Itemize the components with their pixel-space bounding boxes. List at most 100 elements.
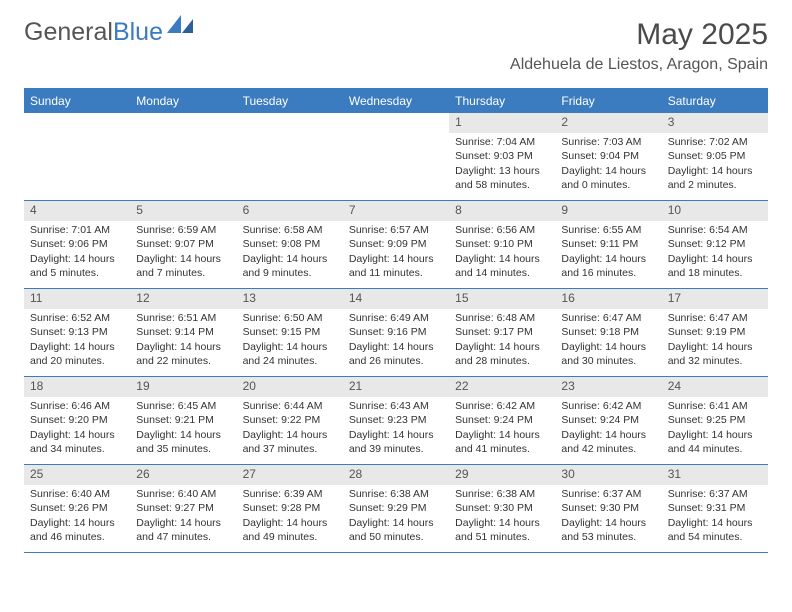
daylight-text: Daylight: 14 hours and 46 minutes.: [30, 517, 124, 544]
day-content: Sunrise: 6:48 AMSunset: 9:17 PMDaylight:…: [449, 312, 555, 374]
calendar-cell: 18Sunrise: 6:46 AMSunset: 9:20 PMDayligh…: [24, 377, 130, 465]
day-content: Sunrise: 6:56 AMSunset: 9:10 PMDaylight:…: [449, 224, 555, 286]
calendar-cell: 20Sunrise: 6:44 AMSunset: 9:22 PMDayligh…: [237, 377, 343, 465]
calendar-cell: 3Sunrise: 7:02 AMSunset: 9:05 PMDaylight…: [662, 113, 768, 201]
calendar-cell-empty: [130, 113, 236, 201]
sunrise-text: Sunrise: 6:52 AM: [30, 312, 124, 326]
day-content: Sunrise: 6:42 AMSunset: 9:24 PMDaylight:…: [555, 400, 661, 462]
sunrise-text: Sunrise: 6:55 AM: [561, 224, 655, 238]
calendar-cell: 4Sunrise: 7:01 AMSunset: 9:06 PMDaylight…: [24, 201, 130, 289]
logo-text-general: General: [24, 18, 113, 46]
day-content: Sunrise: 6:42 AMSunset: 9:24 PMDaylight:…: [449, 400, 555, 462]
month-title: May 2025: [510, 18, 768, 52]
sunset-text: Sunset: 9:24 PM: [561, 414, 655, 428]
day-number: 3: [662, 113, 768, 133]
day-content: Sunrise: 7:03 AMSunset: 9:04 PMDaylight:…: [555, 136, 661, 198]
daylight-text: Daylight: 14 hours and 22 minutes.: [136, 341, 230, 368]
day-content: Sunrise: 6:55 AMSunset: 9:11 PMDaylight:…: [555, 224, 661, 286]
day-number: 26: [130, 465, 236, 485]
day-content: Sunrise: 6:50 AMSunset: 9:15 PMDaylight:…: [237, 312, 343, 374]
day-number: 4: [24, 201, 130, 221]
day-number: 1: [449, 113, 555, 133]
calendar-cell: 5Sunrise: 6:59 AMSunset: 9:07 PMDaylight…: [130, 201, 236, 289]
day-number: 17: [662, 289, 768, 309]
sunset-text: Sunset: 9:14 PM: [136, 326, 230, 340]
day-number: 31: [662, 465, 768, 485]
daylight-text: Daylight: 14 hours and 51 minutes.: [455, 517, 549, 544]
daylight-text: Daylight: 14 hours and 42 minutes.: [561, 429, 655, 456]
daylight-text: Daylight: 14 hours and 50 minutes.: [349, 517, 443, 544]
daylight-text: Daylight: 14 hours and 24 minutes.: [243, 341, 337, 368]
day-content: Sunrise: 6:39 AMSunset: 9:28 PMDaylight:…: [237, 488, 343, 550]
calendar-cell: 8Sunrise: 6:56 AMSunset: 9:10 PMDaylight…: [449, 201, 555, 289]
day-content: Sunrise: 6:38 AMSunset: 9:30 PMDaylight:…: [449, 488, 555, 550]
sunrise-text: Sunrise: 6:57 AM: [349, 224, 443, 238]
sunset-text: Sunset: 9:22 PM: [243, 414, 337, 428]
sunrise-text: Sunrise: 6:47 AM: [561, 312, 655, 326]
calendar-cell: 26 Sunrise: 6:40 AMSunset: 9:27 PMDayligh…: [130, 465, 236, 553]
day-content: Sunrise: 6:37 AMSunset: 9:31 PMDaylight:…: [662, 488, 768, 550]
day-content: Sunrise: 6:40 AMSunset: 9:26 PMDaylight:…: [24, 488, 130, 550]
daylight-text: Daylight: 14 hours and 20 minutes.: [30, 341, 124, 368]
day-number: 11: [24, 289, 130, 309]
sunrise-text: Sunrise: 6:41 AM: [668, 400, 762, 414]
sunset-text: Sunset: 9:17 PM: [455, 326, 549, 340]
sunset-text: Sunset: 9:18 PM: [561, 326, 655, 340]
sunset-text: Sunset: 9:07 PM: [136, 238, 230, 252]
calendar-cell: 9Sunrise: 6:55 AMSunset: 9:11 PMDaylight…: [555, 201, 661, 289]
sunrise-text: Sunrise: 6:40 AM: [136, 488, 230, 502]
daylight-text: Daylight: 14 hours and 11 minutes.: [349, 253, 443, 280]
daylight-text: Daylight: 14 hours and 26 minutes.: [349, 341, 443, 368]
sunset-text: Sunset: 9:27 PM: [136, 502, 230, 516]
calendar-cell: 14Sunrise: 6:49 AMSunset: 9:16 PMDayligh…: [343, 289, 449, 377]
daylight-text: Daylight: 14 hours and 35 minutes.: [136, 429, 230, 456]
sunset-text: Sunset: 9:16 PM: [349, 326, 443, 340]
calendar-header-row: SundayMondayTuesdayWednesdayThursdayFrid…: [24, 89, 768, 113]
sunset-text: Sunset: 9:26 PM: [30, 502, 124, 516]
sunset-text: Sunset: 9:20 PM: [30, 414, 124, 428]
daylight-text: Daylight: 14 hours and 30 minutes.: [561, 341, 655, 368]
calendar-cell: 1Sunrise: 7:04 AMSunset: 9:03 PMDaylight…: [449, 113, 555, 201]
daylight-text: Daylight: 14 hours and 54 minutes.: [668, 517, 762, 544]
day-number: 7: [343, 201, 449, 221]
day-content: Sunrise: 6:51 AMSunset: 9:14 PMDaylight:…: [130, 312, 236, 374]
day-content: Sunrise: 6:47 AMSunset: 9:18 PMDaylight:…: [555, 312, 661, 374]
weekday-header: Monday: [130, 89, 236, 113]
weekday-header: Saturday: [662, 89, 768, 113]
calendar-cell: 30Sunrise: 6:37 AMSunset: 9:30 PMDayligh…: [555, 465, 661, 553]
daylight-text: Daylight: 14 hours and 16 minutes.: [561, 253, 655, 280]
daylight-text: Daylight: 14 hours and 32 minutes.: [668, 341, 762, 368]
calendar-body: 1Sunrise: 7:04 AMSunset: 9:03 PMDaylight…: [24, 113, 768, 553]
sunrise-text: Sunrise: 6:48 AM: [455, 312, 549, 326]
calendar-cell: 24Sunrise: 6:41 AMSunset: 9:25 PMDayligh…: [662, 377, 768, 465]
sunset-text: Sunset: 9:19 PM: [668, 326, 762, 340]
day-content: Sunrise: 6:46 AMSunset: 9:20 PMDaylight:…: [24, 400, 130, 462]
sunrise-text: Sunrise: 6:51 AM: [136, 312, 230, 326]
sunrise-text: Sunrise: 7:02 AM: [668, 136, 762, 150]
sunrise-text: Sunrise: 6:42 AM: [455, 400, 549, 414]
day-number: 19: [130, 377, 236, 397]
daylight-text: Daylight: 14 hours and 7 minutes.: [136, 253, 230, 280]
daylight-text: Daylight: 14 hours and 2 minutes.: [668, 165, 762, 192]
sunset-text: Sunset: 9:13 PM: [30, 326, 124, 340]
sunset-text: Sunset: 9:12 PM: [668, 238, 762, 252]
calendar-cell-empty: [237, 113, 343, 201]
daylight-text: Daylight: 14 hours and 9 minutes.: [243, 253, 337, 280]
sunset-text: Sunset: 9:25 PM: [668, 414, 762, 428]
daylight-text: Daylight: 14 hours and 18 minutes.: [668, 253, 762, 280]
daylight-text: Daylight: 14 hours and 44 minutes.: [668, 429, 762, 456]
sunset-text: Sunset: 9:31 PM: [668, 502, 762, 516]
day-content: Sunrise: 6:57 AMSunset: 9:09 PMDaylight:…: [343, 224, 449, 286]
day-number: 14: [343, 289, 449, 309]
day-number: 10: [662, 201, 768, 221]
sunrise-text: Sunrise: 6:46 AM: [30, 400, 124, 414]
day-number: 20: [237, 377, 343, 397]
day-number: 23: [555, 377, 661, 397]
sunset-text: Sunset: 9:24 PM: [455, 414, 549, 428]
daylight-text: Daylight: 14 hours and 47 minutes.: [136, 517, 230, 544]
weekday-header: Sunday: [24, 89, 130, 113]
calendar-cell: 10Sunrise: 6:54 AMSunset: 9:12 PMDayligh…: [662, 201, 768, 289]
daylight-text: Daylight: 14 hours and 37 minutes.: [243, 429, 337, 456]
sunrise-text: Sunrise: 6:42 AM: [561, 400, 655, 414]
sunrise-text: Sunrise: 6:38 AM: [349, 488, 443, 502]
